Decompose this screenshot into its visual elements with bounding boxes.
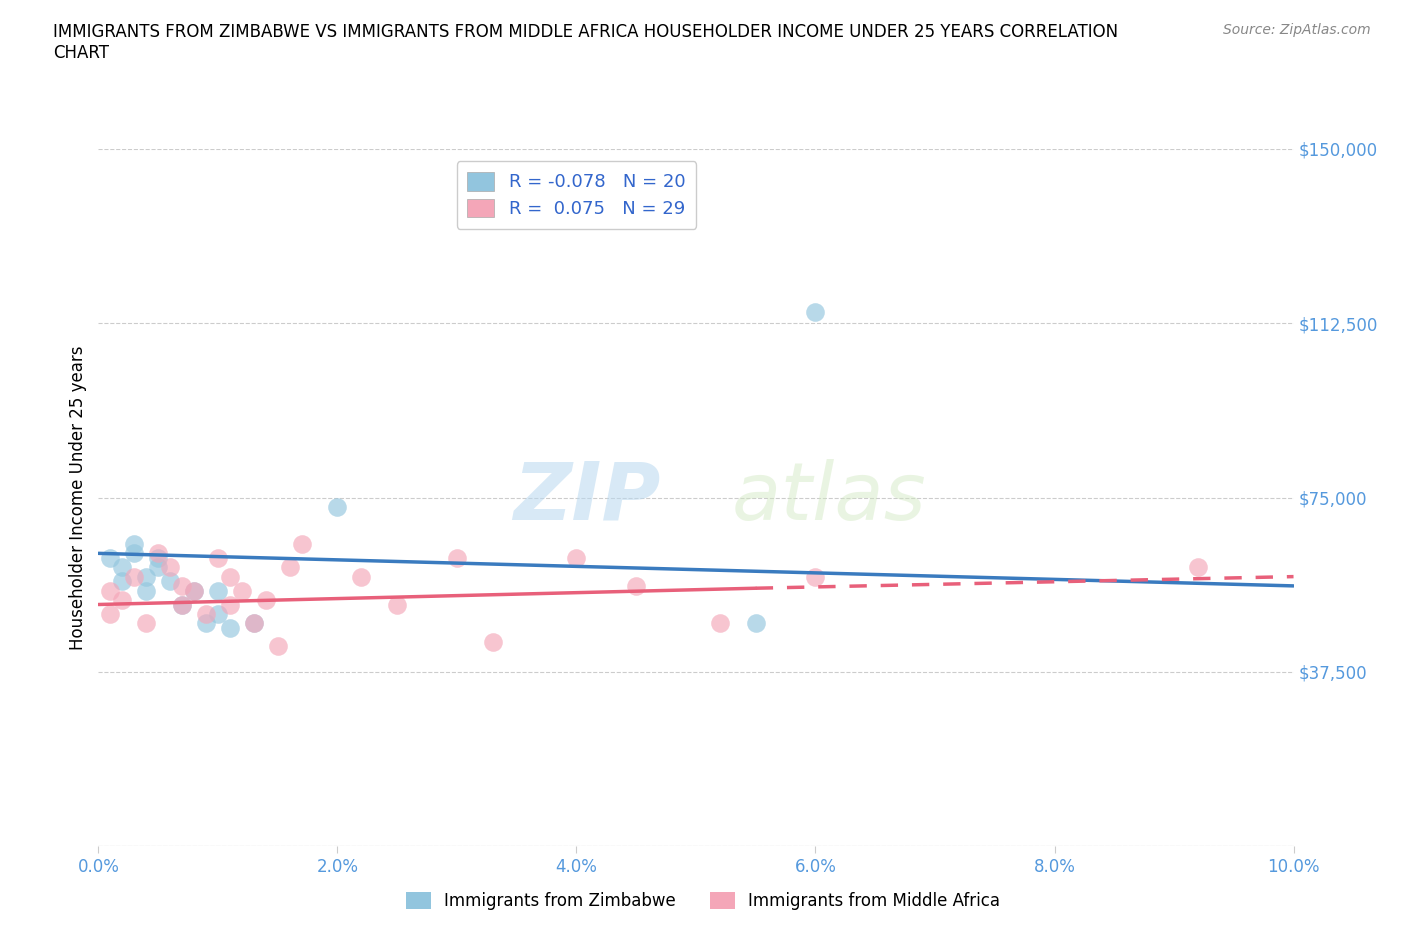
Y-axis label: Householder Income Under 25 years: Householder Income Under 25 years bbox=[69, 345, 87, 650]
Point bbox=[135, 583, 157, 598]
Point bbox=[446, 551, 468, 565]
Point bbox=[219, 569, 242, 584]
Point bbox=[98, 551, 122, 565]
Point bbox=[159, 560, 181, 575]
Point bbox=[124, 546, 146, 561]
Point bbox=[482, 634, 505, 649]
Point bbox=[626, 578, 648, 593]
Point bbox=[709, 616, 731, 631]
Point bbox=[98, 583, 122, 598]
Point bbox=[172, 597, 194, 612]
Point bbox=[135, 569, 157, 584]
Point bbox=[565, 551, 588, 565]
Point bbox=[207, 606, 229, 621]
Point bbox=[124, 537, 146, 551]
Point bbox=[804, 569, 827, 584]
Point bbox=[1187, 560, 1209, 575]
Point bbox=[195, 616, 218, 631]
Point bbox=[183, 583, 205, 598]
Point bbox=[172, 597, 194, 612]
Text: IMMIGRANTS FROM ZIMBABWE VS IMMIGRANTS FROM MIDDLE AFRICA HOUSEHOLDER INCOME UND: IMMIGRANTS FROM ZIMBABWE VS IMMIGRANTS F… bbox=[53, 23, 1119, 62]
Point bbox=[111, 592, 134, 607]
Point bbox=[243, 616, 266, 631]
Point bbox=[326, 499, 349, 514]
Point bbox=[231, 583, 253, 598]
Point bbox=[291, 537, 314, 551]
Point bbox=[183, 583, 205, 598]
Point bbox=[254, 592, 277, 607]
Point bbox=[278, 560, 301, 575]
Legend: Immigrants from Zimbabwe, Immigrants from Middle Africa: Immigrants from Zimbabwe, Immigrants fro… bbox=[399, 885, 1007, 917]
Point bbox=[148, 546, 170, 561]
Point bbox=[124, 569, 146, 584]
Text: ZIP: ZIP bbox=[513, 458, 661, 537]
Point bbox=[148, 551, 170, 565]
Point bbox=[111, 574, 134, 589]
Point bbox=[350, 569, 373, 584]
Point bbox=[148, 560, 170, 575]
Point bbox=[243, 616, 266, 631]
Text: Source: ZipAtlas.com: Source: ZipAtlas.com bbox=[1223, 23, 1371, 37]
Point bbox=[111, 560, 134, 575]
Point bbox=[207, 551, 229, 565]
Point bbox=[207, 583, 229, 598]
Point bbox=[172, 578, 194, 593]
Point bbox=[267, 639, 290, 654]
Point bbox=[804, 304, 827, 319]
Point bbox=[385, 597, 409, 612]
Point bbox=[159, 574, 181, 589]
Point bbox=[195, 606, 218, 621]
Text: atlas: atlas bbox=[733, 458, 927, 537]
Point bbox=[135, 616, 157, 631]
Point bbox=[219, 597, 242, 612]
Point bbox=[745, 616, 768, 631]
Point bbox=[219, 620, 242, 635]
Legend: R = -0.078   N = 20, R =  0.075   N = 29: R = -0.078 N = 20, R = 0.075 N = 29 bbox=[457, 161, 696, 229]
Point bbox=[98, 606, 122, 621]
